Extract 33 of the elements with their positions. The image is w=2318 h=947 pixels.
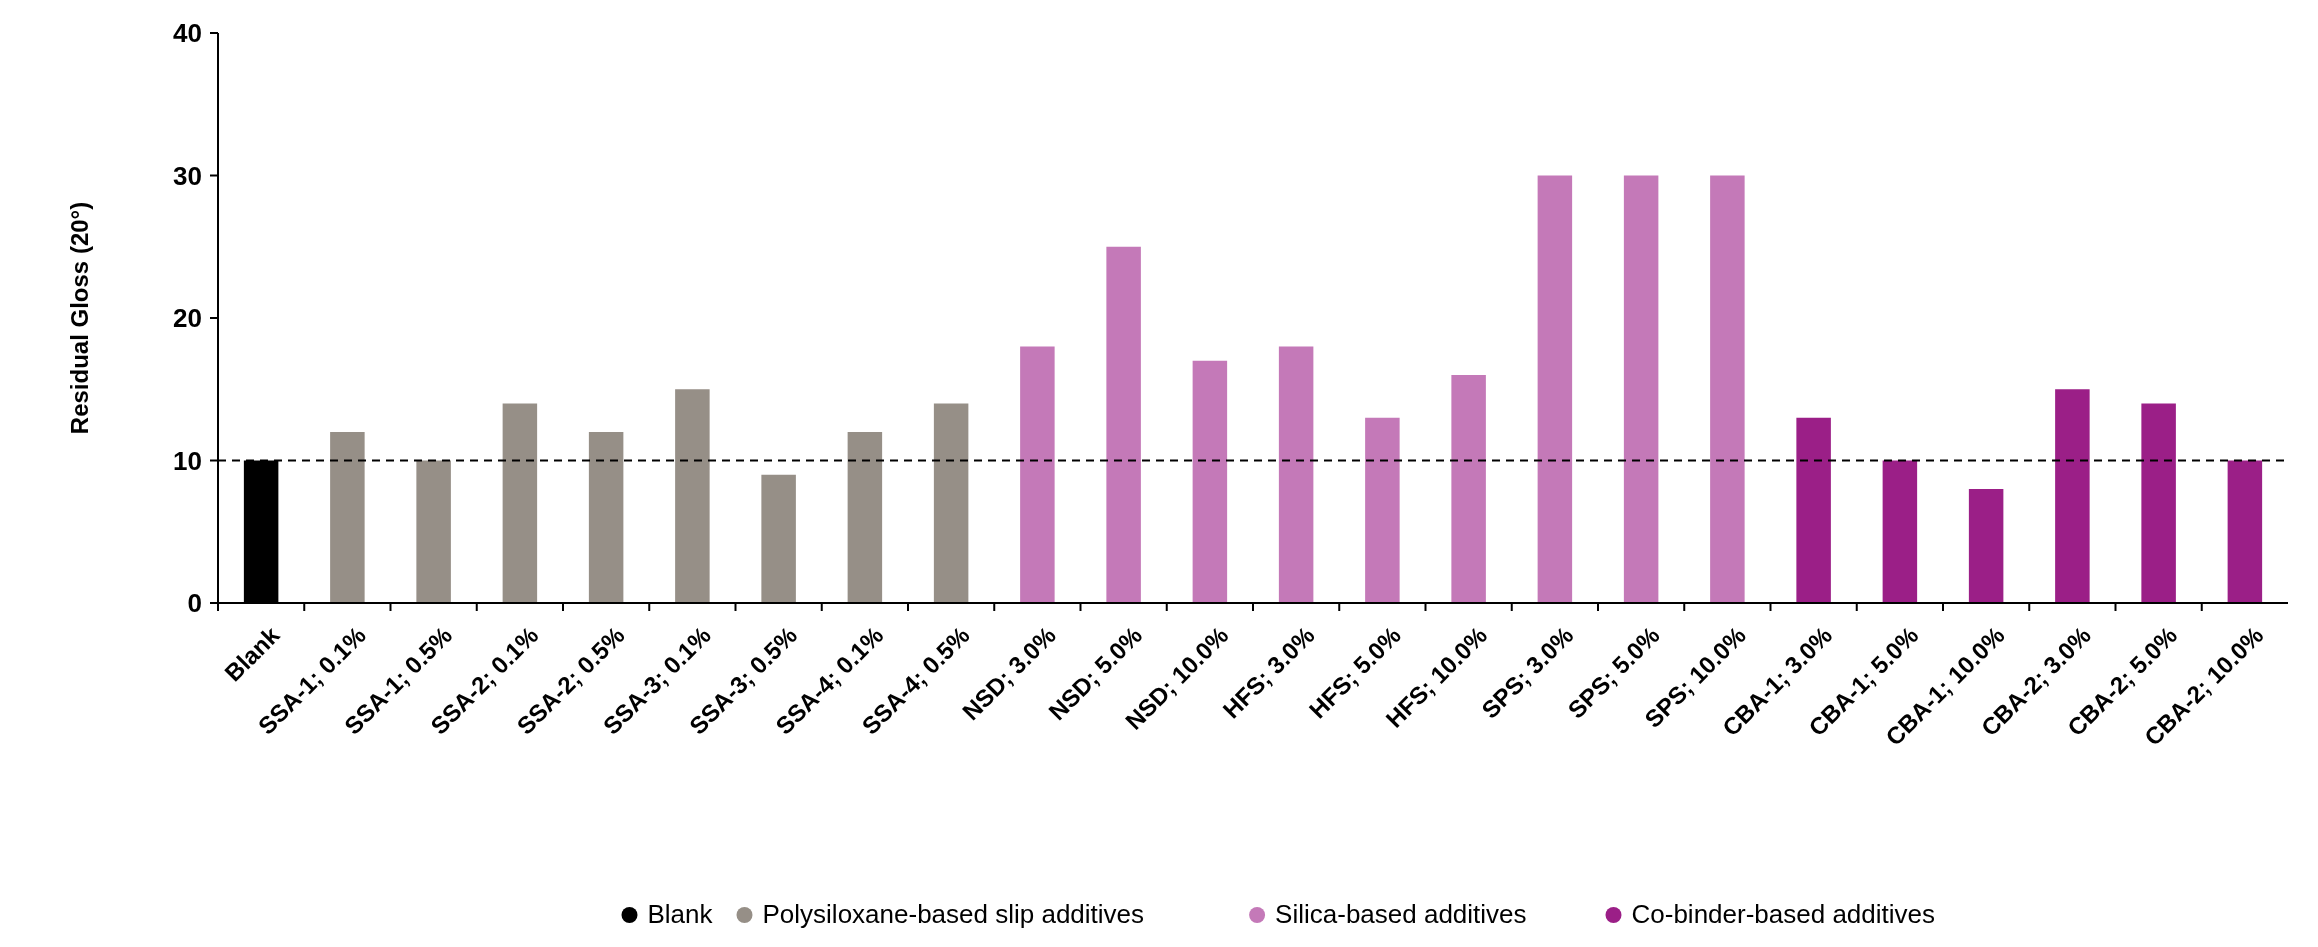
bar <box>1537 175 1573 603</box>
bar <box>1365 417 1400 603</box>
bar <box>502 403 538 603</box>
bar <box>1710 175 1745 603</box>
bar <box>933 403 969 603</box>
y-tick-label: 0 <box>187 588 202 619</box>
bar <box>588 432 624 603</box>
bar <box>1278 346 1314 603</box>
legend-label: Blank <box>647 899 714 929</box>
y-tick-label: 30 <box>173 160 202 191</box>
bar <box>1020 346 1055 603</box>
bar <box>1192 360 1228 603</box>
legend-label: Polysiloxane-based slip additives <box>762 899 1145 929</box>
y-tick-label: 40 <box>173 18 202 49</box>
y-tick-label: 10 <box>173 445 202 476</box>
bar <box>2055 389 2090 603</box>
bar <box>761 474 796 603</box>
bar <box>1106 246 1141 603</box>
bar <box>1623 175 1659 603</box>
bar <box>2227 460 2263 603</box>
bar <box>416 460 451 603</box>
bar <box>1451 375 1486 603</box>
y-axis-title: Residual Gloss (20°) <box>66 201 93 435</box>
bar <box>2141 403 2176 603</box>
bar <box>675 389 710 603</box>
legend-label: Co-binder-based additives <box>1631 899 1936 929</box>
bar <box>1882 460 1918 603</box>
bar <box>330 432 365 603</box>
legend-label: Silica-based additives <box>1275 899 1527 929</box>
y-tick-label: 20 <box>173 303 202 334</box>
bar <box>1968 489 2004 603</box>
bar <box>847 432 883 603</box>
bar <box>1796 417 1831 603</box>
